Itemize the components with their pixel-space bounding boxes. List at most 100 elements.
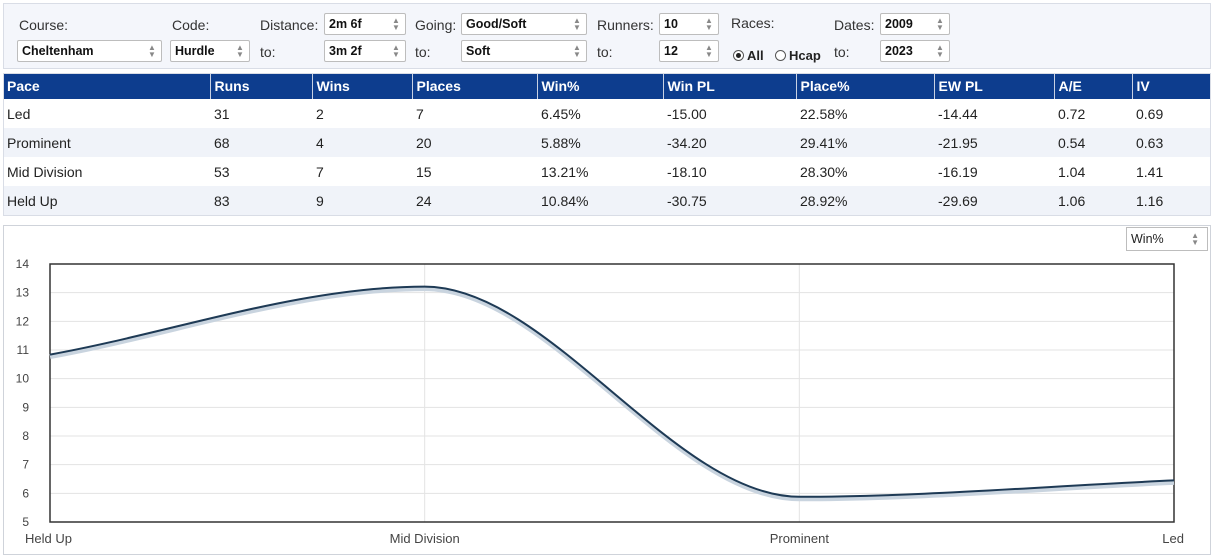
- cell-iv: 1.41: [1132, 157, 1211, 186]
- runners-to-label: to:: [597, 44, 613, 60]
- select-arrows-icon: ▲ ▼: [236, 43, 244, 59]
- x-tick-label: Mid Division: [390, 531, 460, 546]
- column-header-ew-pl[interactable]: EW PL: [933, 73, 1054, 99]
- radio-selected-icon: [733, 50, 744, 61]
- cell-runs: 83: [210, 186, 312, 215]
- runners-label: Runners:: [597, 17, 654, 33]
- cell-places: 7: [412, 99, 537, 128]
- cell-pace: Led: [3, 99, 210, 128]
- select-arrows-icon: ▲ ▼: [1191, 231, 1199, 247]
- going-from-value: Good/Soft: [466, 17, 527, 31]
- cell-runs: 31: [210, 99, 312, 128]
- code-select[interactable]: Hurdle ▲ ▼: [170, 40, 250, 62]
- cell-win-pct: 13.21%: [537, 157, 663, 186]
- column-header-pace[interactable]: Pace: [3, 73, 210, 99]
- course-label: Course:: [19, 17, 69, 33]
- code-label: Code:: [172, 17, 210, 33]
- column-header-ae[interactable]: A/E: [1053, 73, 1132, 99]
- going-to-select[interactable]: Soft ▲ ▼: [461, 40, 587, 62]
- cell-iv: 1.16: [1132, 186, 1211, 215]
- table-row: Led 31 2 7 6.45% -15.00 22.58% -14.44 0.…: [3, 99, 1211, 128]
- cell-places: 24: [412, 186, 537, 215]
- plot-area-frame: [49, 263, 1175, 523]
- cell-pace: Mid Division: [3, 157, 210, 186]
- column-header-place-pct[interactable]: Place%: [795, 73, 934, 99]
- runners-to-value: 12: [664, 44, 678, 58]
- y-tick-label: 8: [22, 429, 29, 443]
- column-header-iv[interactable]: IV: [1131, 73, 1211, 99]
- x-tick-label: Prominent: [770, 531, 830, 546]
- dates-to-select[interactable]: 2023 ▲ ▼: [880, 40, 950, 62]
- y-tick-label: 12: [16, 314, 30, 328]
- y-tick-label: 5: [22, 515, 29, 529]
- going-from-select[interactable]: Good/Soft ▲ ▼: [461, 13, 587, 35]
- cell-runs: 53: [210, 157, 312, 186]
- distance-to-select[interactable]: 3m 2f ▲ ▼: [324, 40, 406, 62]
- column-header-win-pct[interactable]: Win%: [536, 73, 663, 99]
- runners-from-select[interactable]: 10 ▲ ▼: [659, 13, 719, 35]
- series-line-shadow: [49, 286, 1175, 502]
- table-header-row: Pace Runs Wins Places Win% Win PL Place%…: [3, 73, 1211, 99]
- dates-to-label: to:: [834, 44, 850, 60]
- cell-win-pct: 5.88%: [537, 128, 663, 157]
- radio-unselected-icon: [775, 50, 786, 61]
- cell-wins: 9: [312, 186, 412, 215]
- filter-panel: Course: Cheltenham ▲ ▼ Code: Hurdle ▲ ▼ Di…: [3, 3, 1211, 69]
- select-arrows-icon: ▲ ▼: [392, 16, 400, 32]
- races-hcap-radio[interactable]: Hcap: [775, 48, 821, 63]
- column-header-places[interactable]: Places: [411, 73, 537, 99]
- column-header-wins[interactable]: Wins: [311, 73, 412, 99]
- cell-ae: 0.54: [1054, 128, 1132, 157]
- cell-ae: 0.72: [1054, 99, 1132, 128]
- cell-ew-pl: -21.95: [934, 128, 1054, 157]
- x-axis-ticks: Held Up Mid Division Prominent Led: [25, 531, 1184, 546]
- races-all-label: All: [747, 48, 764, 63]
- cell-wins: 4: [312, 128, 412, 157]
- x-tick-label: Held Up: [25, 531, 72, 546]
- y-axis-ticks: 5 6 7 8 9 10 11 12 13 14: [16, 257, 30, 529]
- y-tick-label: 6: [22, 486, 29, 500]
- cell-place-pct: 28.30%: [796, 157, 934, 186]
- select-arrows-icon: ▲ ▼: [705, 16, 713, 32]
- going-label: Going:: [415, 17, 457, 33]
- cell-iv: 0.69: [1132, 99, 1211, 128]
- course-select[interactable]: Cheltenham ▲ ▼: [17, 40, 162, 62]
- cell-places: 20: [412, 128, 537, 157]
- dates-to-value: 2023: [885, 44, 913, 58]
- select-arrows-icon: ▲ ▼: [573, 16, 581, 32]
- distance-to-value: 3m 2f: [329, 44, 362, 58]
- going-to-label: to:: [415, 44, 431, 60]
- races-all-radio[interactable]: All: [733, 48, 764, 63]
- cell-ew-pl: -16.19: [934, 157, 1054, 186]
- y-tick-label: 11: [17, 343, 30, 357]
- select-arrows-icon: ▲ ▼: [392, 43, 400, 59]
- column-header-runs[interactable]: Runs: [209, 73, 312, 99]
- y-tick-label: 14: [16, 257, 30, 271]
- select-arrows-icon: ▲ ▼: [705, 43, 713, 59]
- y-tick-label: 13: [16, 286, 30, 300]
- cell-wins: 7: [312, 157, 412, 186]
- distance-label: Distance:: [260, 17, 319, 33]
- runners-to-select[interactable]: 12 ▲ ▼: [659, 40, 719, 62]
- column-header-win-pl[interactable]: Win PL: [662, 73, 796, 99]
- metric-select-value: Win%: [1131, 232, 1164, 246]
- cell-places: 15: [412, 157, 537, 186]
- cell-ae: 1.04: [1054, 157, 1132, 186]
- cell-ae: 1.06: [1054, 186, 1132, 215]
- metric-select[interactable]: Win% ▲ ▼: [1126, 227, 1208, 251]
- cell-ew-pl: -14.44: [934, 99, 1054, 128]
- table-row: Mid Division 53 7 15 13.21% -18.10 28.30…: [3, 157, 1211, 186]
- cell-wins: 2: [312, 99, 412, 128]
- cell-win-pl: -30.75: [663, 186, 796, 215]
- y-tick-label: 9: [22, 400, 29, 414]
- cell-runs: 68: [210, 128, 312, 157]
- dates-from-select[interactable]: 2009 ▲ ▼: [880, 13, 950, 35]
- table-row: Prominent 68 4 20 5.88% -34.20 29.41% -2…: [3, 128, 1211, 157]
- cell-win-pct: 6.45%: [537, 99, 663, 128]
- distance-from-value: 2m 6f: [329, 17, 362, 31]
- distance-from-select[interactable]: 2m 6f ▲ ▼: [324, 13, 406, 35]
- y-tick-label: 7: [22, 458, 29, 472]
- distance-to-label: to:: [260, 44, 276, 60]
- cell-win-pl: -18.10: [663, 157, 796, 186]
